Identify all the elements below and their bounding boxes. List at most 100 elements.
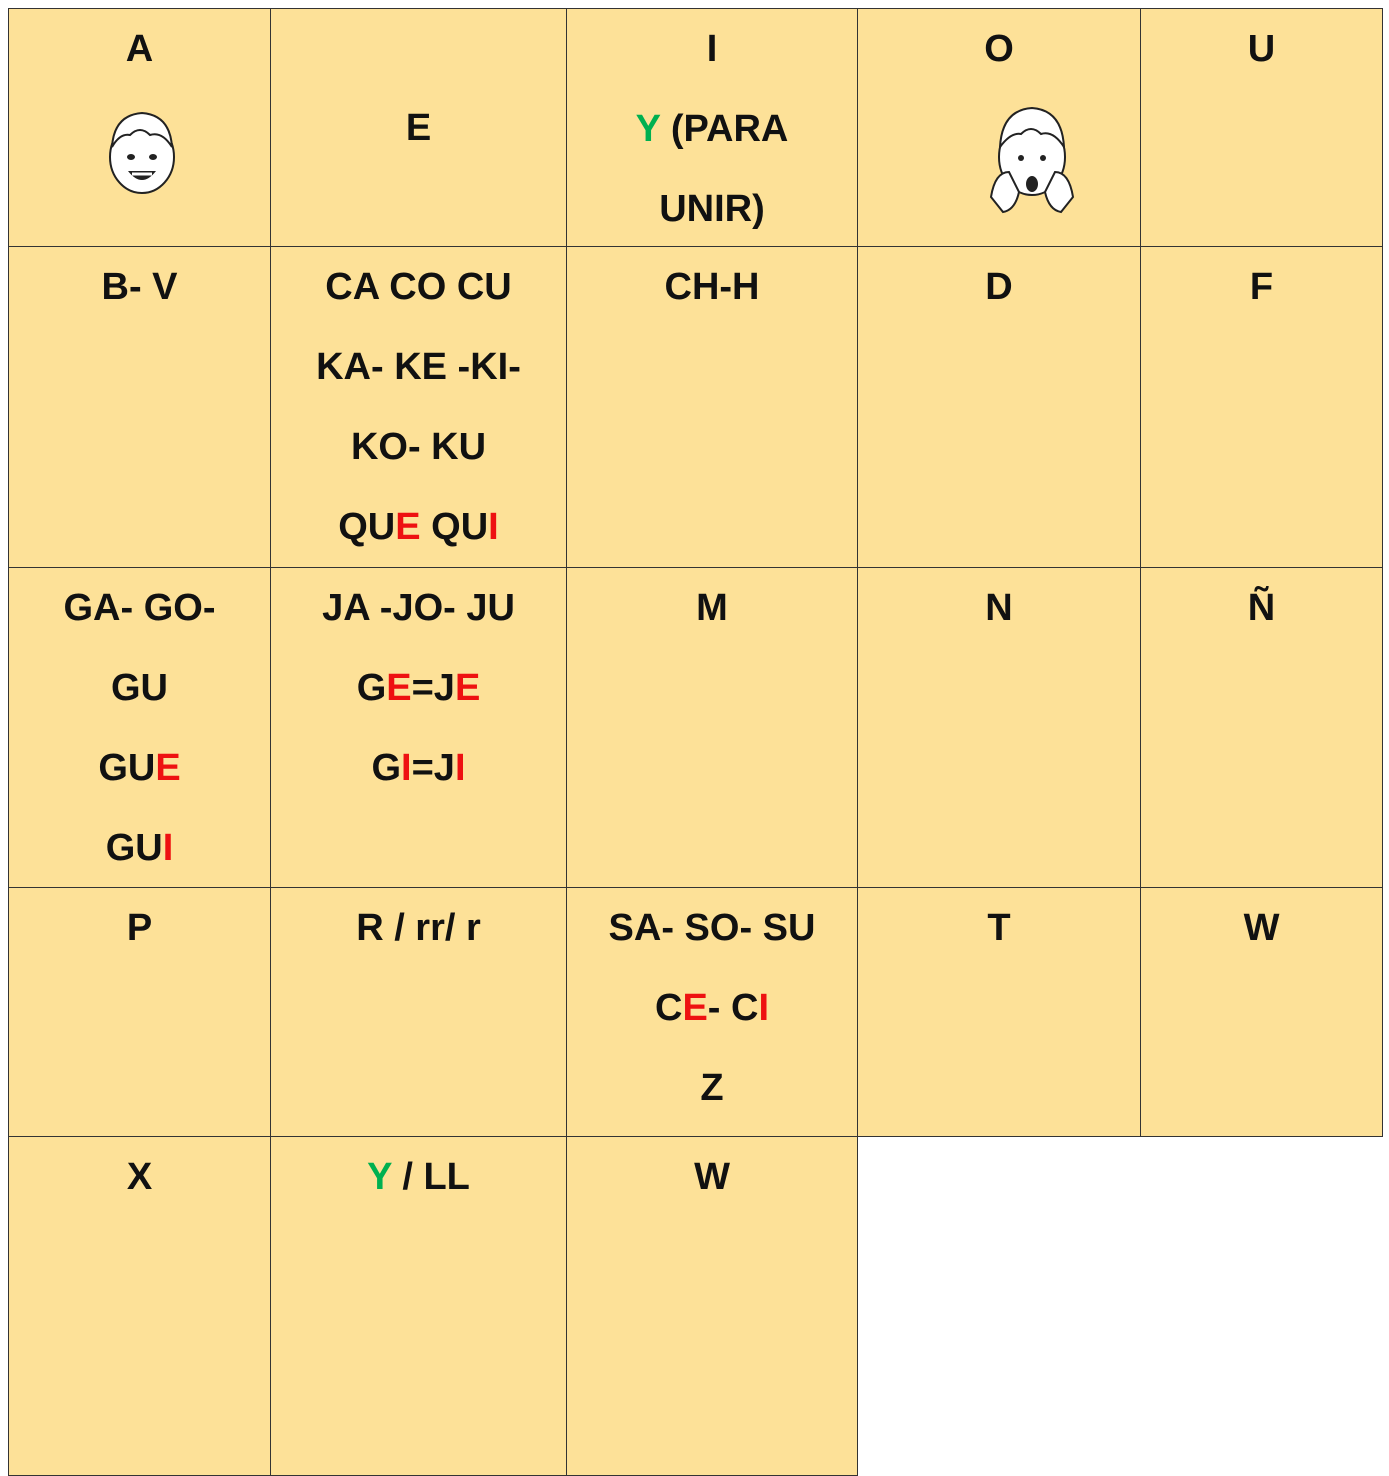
text-segment: JA -JO- JU	[322, 587, 515, 629]
text-segment: W	[694, 1156, 730, 1198]
cell-line: Y / LL	[367, 1137, 470, 1217]
smiling-face-icon	[109, 111, 175, 194]
text-segment: =J	[411, 667, 455, 709]
cell-line: QUE QUI	[338, 487, 498, 567]
cell-line: CE- CI	[655, 968, 769, 1048]
text-segment: E	[386, 667, 412, 709]
text-segment: KA- KE -KI-	[316, 346, 521, 388]
text-segment: GU	[98, 747, 156, 789]
text-segment: M	[696, 587, 728, 629]
cell-line: W	[1244, 888, 1280, 968]
text-segment: I	[454, 747, 466, 789]
cell-line: Y (PARA	[636, 89, 789, 169]
table-cell: R / rr/ r	[270, 887, 567, 1137]
text-segment: W	[1243, 907, 1280, 949]
cell-line: R / rr/ r	[356, 888, 481, 968]
cell-line: GU	[111, 648, 168, 728]
cell-line: CH-H	[665, 247, 760, 327]
text-segment: N	[985, 587, 1013, 629]
table-cell: CH-H	[566, 246, 858, 568]
cell-line: B- V	[102, 247, 178, 327]
text-segment: A	[125, 28, 154, 70]
text-segment: P	[126, 907, 153, 949]
text-segment: R / rr/ r	[356, 907, 481, 949]
cell-line: O	[984, 9, 1014, 89]
text-segment: F	[1249, 266, 1274, 308]
cell-line: E	[406, 88, 431, 168]
table-cell: E	[270, 8, 567, 247]
text-segment: UNIR)	[659, 188, 765, 230]
text-segment: =J	[411, 747, 455, 789]
text-segment: KO- KU	[350, 426, 487, 468]
cell-line: JA -JO- JU	[322, 568, 515, 648]
cell-line: Ñ	[1248, 568, 1275, 648]
cell-line: X	[127, 1137, 152, 1217]
cell-line: GE=JE	[357, 648, 481, 728]
table-cell: B- V	[8, 246, 271, 568]
table-cell: CA CO CU KA- KE -KI- KO- KU QUE QUI	[270, 246, 567, 568]
text-segment: I	[488, 506, 499, 548]
table-cell: I Y (PARA UNIR)	[566, 8, 858, 247]
text-segment: QU	[420, 506, 489, 548]
text-segment: Z	[700, 1067, 724, 1109]
text-segment: (PARA	[660, 108, 789, 150]
table-cell: N	[857, 567, 1141, 888]
text-segment: U	[1247, 28, 1276, 70]
text-segment: D	[985, 266, 1013, 308]
text-segment: I	[706, 28, 718, 70]
text-segment: T	[987, 907, 1011, 949]
text-segment: C	[654, 987, 683, 1029]
table-cell: U	[1140, 8, 1383, 247]
cell-line: M	[696, 568, 728, 648]
cell-line: U	[1248, 9, 1275, 89]
text-segment: I	[758, 987, 770, 1029]
table-cell: M	[566, 567, 858, 888]
text-segment: CA CO CU	[325, 266, 512, 308]
cell-line: UNIR)	[659, 169, 765, 249]
text-segment: Y	[635, 108, 661, 150]
text-segment: B- V	[101, 266, 178, 308]
text-segment: GU	[105, 827, 163, 869]
text-segment: - C	[707, 987, 759, 1029]
text-segment: E	[454, 667, 481, 709]
text-segment: GA- GO-	[63, 587, 216, 629]
table-cell: F	[1140, 246, 1383, 568]
surprised-face-icon	[989, 106, 1075, 214]
text-segment: E	[395, 506, 421, 548]
table-cell: GA- GO- GU GUE GUI	[8, 567, 271, 888]
table-cell: X	[8, 1136, 271, 1476]
text-segment: E	[155, 747, 181, 789]
text-segment: GU	[111, 667, 168, 709]
table-cell: JA -JO- JU GE=JE GI=JI	[270, 567, 567, 888]
text-segment: G	[371, 747, 402, 789]
text-segment: E	[682, 987, 708, 1029]
cell-line: KA- KE -KI-	[316, 327, 521, 407]
table-cell: SA- SO- SU CE- CI Z	[566, 887, 858, 1137]
cell-line: GUI	[106, 808, 174, 888]
cell-line: GI=JI	[371, 728, 465, 808]
text-segment: E	[405, 106, 432, 149]
cell-line: P	[127, 888, 152, 968]
cell-line: Z	[700, 1048, 723, 1128]
cell-line: A	[126, 9, 153, 89]
text-segment: Ñ	[1247, 587, 1276, 629]
text-segment: G	[356, 667, 387, 709]
table-cell: Ñ	[1140, 567, 1383, 888]
cell-line: N	[985, 568, 1012, 648]
text-segment: O	[984, 28, 1014, 70]
text-segment: SA- SO- SU	[608, 907, 816, 949]
text-segment: I	[162, 827, 174, 869]
table-cell: W	[566, 1136, 858, 1476]
table-cell: W	[1140, 887, 1383, 1137]
cell-line: T	[987, 888, 1010, 968]
cell-line: F	[1250, 247, 1273, 327]
table-cell: D	[857, 246, 1141, 568]
text-segment: QU	[338, 506, 396, 548]
cell-line: GA- GO-	[64, 568, 216, 648]
cell-line: D	[985, 247, 1012, 327]
cell-line: I	[707, 9, 718, 89]
cell-line: GUE	[98, 728, 180, 808]
table-cell: P	[8, 887, 271, 1137]
text-segment: CH-H	[664, 266, 760, 308]
